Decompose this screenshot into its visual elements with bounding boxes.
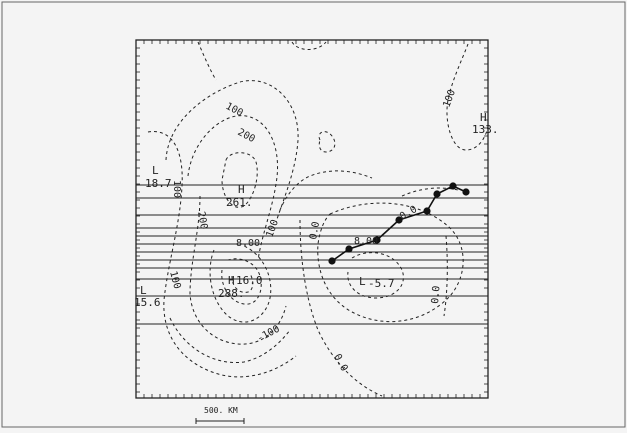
- extremum-letter: H: [238, 183, 245, 196]
- contour-0-upper: [401, 187, 459, 197]
- contour-ring-3: [231, 273, 254, 293]
- scale-bar-label: 500. KM: [204, 406, 238, 415]
- contour-minus100: [169, 317, 291, 364]
- contour-label: 8.00: [236, 238, 260, 249]
- storm-track: [328, 182, 470, 265]
- track-point: [328, 257, 336, 265]
- contour-small-loop: [318, 131, 336, 153]
- contour-label: 0.0: [331, 352, 349, 373]
- contour-label: 200: [236, 127, 257, 145]
- track-point: [373, 236, 381, 244]
- contour-100-topright: [446, 43, 489, 151]
- contour-top-arc: [291, 41, 327, 50]
- contour-label: 0.0: [398, 204, 419, 223]
- track-point: [423, 207, 431, 215]
- extremum-letter: H: [480, 111, 487, 124]
- track-points: [328, 182, 470, 265]
- extremum-value: -5.7: [368, 277, 395, 290]
- track-point: [449, 182, 457, 190]
- contour-100-mid: [279, 170, 373, 211]
- contour-inner-high: [221, 152, 258, 208]
- contour-label: 100: [167, 270, 182, 290]
- extremum-letter: L: [152, 164, 159, 177]
- extrema-labels: H 133. L 18.7 H 261. H 16.0 288. L 15.6 …: [134, 111, 499, 309]
- extremum-value: 261.: [226, 196, 253, 209]
- contour-label: 200: [195, 211, 209, 231]
- extremum-letter: L: [140, 284, 147, 297]
- contour-low-inner: [347, 252, 404, 299]
- extremum-value: 288.: [218, 287, 245, 300]
- extremum-value: 16.0: [236, 274, 263, 287]
- contour-label: 0.0: [430, 285, 443, 304]
- contour-label: 0.0: [308, 221, 322, 241]
- track-point: [345, 245, 353, 253]
- contour-100-high-outer: [165, 80, 299, 223]
- extremum-letter: L: [359, 275, 366, 288]
- track-point: [462, 188, 470, 196]
- contour-0-right: [443, 235, 448, 317]
- extremum-letter: H: [228, 274, 235, 287]
- contour-top-left: [197, 41, 217, 81]
- extremum-value: 133.: [472, 123, 499, 136]
- extremum-value: 15.6: [134, 296, 161, 309]
- scale-bar: 500. KM: [195, 406, 245, 424]
- horizontal-lines: [136, 184, 488, 325]
- contour-labels: 100 100 200 200 100 100 -100 8.00 8.00 0…: [167, 88, 458, 373]
- contour-label: 8.00: [354, 236, 378, 247]
- track-point: [395, 216, 403, 224]
- contour-label: 100: [441, 88, 458, 109]
- contour-200-high: [187, 115, 278, 261]
- contour-low-outer: [317, 202, 464, 323]
- contour-label: 100: [171, 180, 182, 198]
- frame-ticks: [135, 39, 489, 398]
- track-point: [433, 190, 441, 198]
- contour-label: -100: [255, 324, 281, 345]
- extremum-value: 18.7: [145, 177, 172, 190]
